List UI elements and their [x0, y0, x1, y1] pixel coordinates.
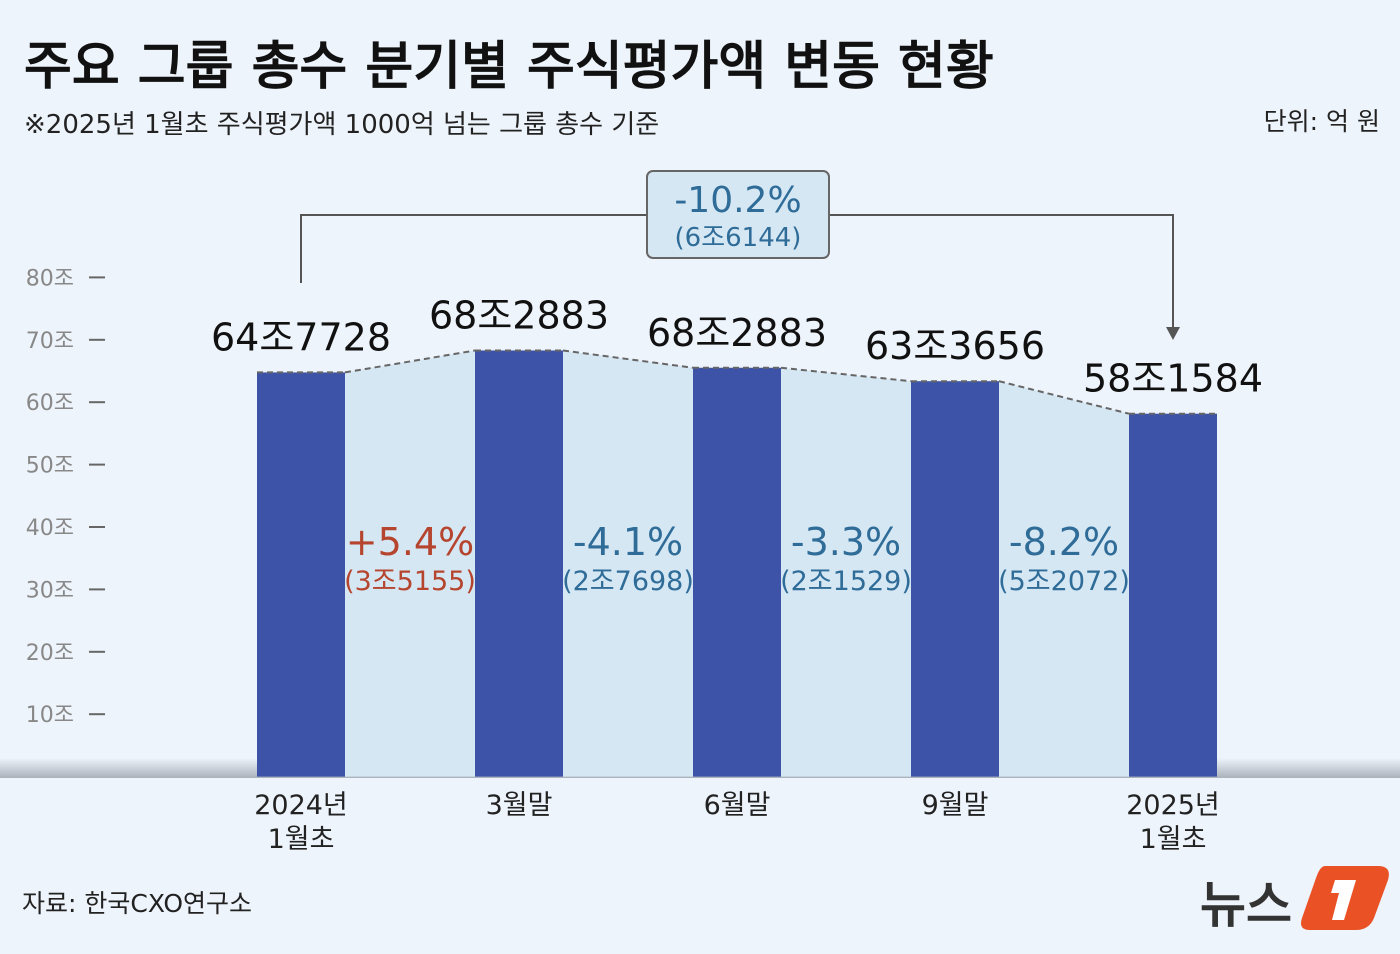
total-change-amount: (6조6144) [675, 223, 802, 253]
y-tick-label: 60조 [26, 391, 74, 416]
trend-line [344, 349, 476, 374]
value-label: 58조1584 [1083, 357, 1263, 401]
bar [693, 367, 781, 777]
unit-label: 단위: 억 원 [1264, 107, 1380, 136]
x-tick-label: 2024년 [254, 790, 348, 821]
change-area [563, 350, 693, 777]
trend-line [998, 380, 1130, 415]
svg-text:뉴스: 뉴스 [1200, 876, 1292, 934]
total-change-box [646, 170, 830, 259]
change-area [781, 367, 911, 777]
value-label: 68조2883 [647, 311, 827, 355]
x-tick-label: 6월말 [704, 790, 771, 821]
x-tick-label: 3월말 [486, 790, 553, 821]
chart-subtitle: ※2025년 1월초 주식평가액 1000억 넘는 그룹 총수 기준 [24, 110, 659, 140]
trend-line [780, 366, 912, 383]
source-note: 자료: 한국CXO연구소 [22, 889, 252, 918]
chart-title: 주요 그룹 총수 분기별 주식평가액 변동 현황 [24, 37, 994, 97]
change-amount: (2조7698) [562, 566, 694, 597]
value-label: 68조2883 [429, 293, 609, 337]
change-pct: +5.4% [346, 520, 474, 564]
arrow-down-icon [1166, 327, 1180, 340]
y-tick-label: 50조 [26, 454, 74, 479]
x-tick-label: 1월초 [268, 824, 335, 855]
bar [257, 372, 345, 777]
y-tick-label: 80조 [26, 266, 74, 291]
total-change-pct: -10.2% [674, 180, 801, 221]
x-tick-label: 9월말 [922, 790, 989, 821]
x-tick-label: 1월초 [1140, 824, 1207, 855]
y-tick-label: 20조 [26, 641, 74, 666]
change-amount: (2조1529) [780, 566, 912, 597]
x-tick-label: 2025년 [1126, 790, 1220, 821]
change-amount: (5조2072) [998, 566, 1130, 597]
bar [911, 381, 999, 777]
value-label: 64조7728 [211, 315, 391, 359]
news1-logo: 뉴스 [1200, 866, 1389, 934]
change-amount: (3조5155) [344, 566, 476, 597]
change-area [999, 381, 1129, 777]
change-pct: -4.1% [573, 520, 683, 564]
total-change-bracket: -10.2% (6조6144) [300, 170, 1180, 340]
trend-line [562, 349, 694, 369]
bar [475, 350, 563, 777]
y-tick-label: 10조 [26, 703, 74, 728]
y-tick-label: 40조 [26, 516, 74, 541]
change-pct: -3.3% [791, 520, 901, 564]
y-tick-label: 30조 [26, 578, 74, 603]
change-area [345, 350, 475, 777]
bar [1129, 413, 1217, 777]
y-tick-label: 70조 [26, 329, 74, 354]
value-label: 63조3656 [865, 324, 1045, 368]
change-pct: -8.2% [1009, 520, 1119, 564]
